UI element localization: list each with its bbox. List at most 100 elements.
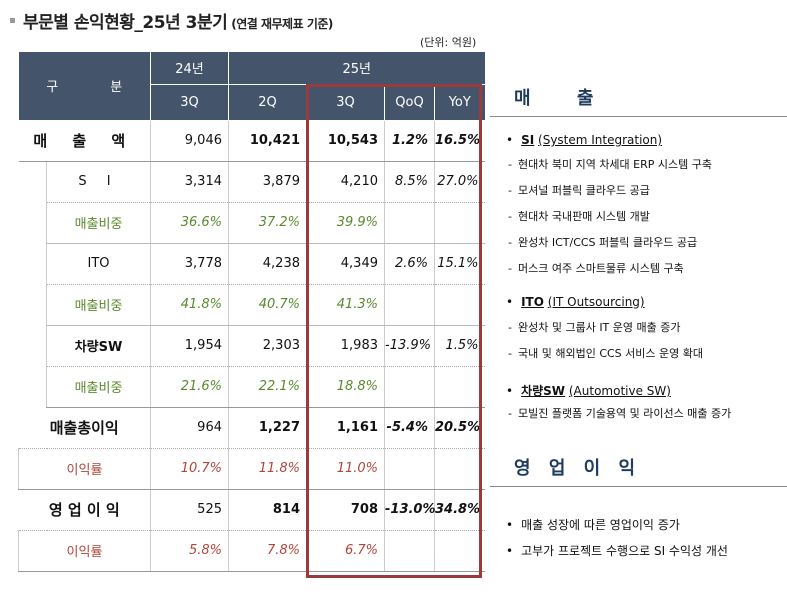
header-qoq: QoQ bbox=[384, 84, 435, 121]
op-heading: 영 업 이 익 bbox=[490, 454, 787, 487]
row-label: ITO bbox=[46, 243, 151, 285]
bullet-icon: • bbox=[506, 544, 514, 558]
cell-value: 4,349 bbox=[306, 243, 385, 285]
cell-empty bbox=[384, 366, 435, 408]
si-desc: (System Integration) bbox=[538, 133, 663, 147]
cell-value: 1,954 bbox=[150, 325, 229, 367]
header-category: 구 분 bbox=[18, 52, 151, 121]
list-item: - 머스크 여주 스마트물류 시스템 구축 bbox=[508, 262, 684, 275]
cell-empty bbox=[433, 366, 485, 408]
cell-value: 3,314 bbox=[150, 161, 229, 203]
bullet-icon: • bbox=[506, 518, 514, 532]
header-yoy: YoY bbox=[434, 84, 485, 121]
title-text: 부문별 손익현황_25년 3분기 bbox=[23, 13, 228, 33]
row-label: 매출비중 bbox=[46, 202, 151, 244]
header-year-prev: 24년 bbox=[150, 52, 229, 85]
cell-value: 708 bbox=[306, 489, 385, 531]
cell-value: 3,879 bbox=[228, 161, 307, 203]
ito-title: ITO bbox=[521, 295, 544, 309]
indent-spacer bbox=[19, 161, 47, 407]
cell-value: 36.6% bbox=[150, 202, 229, 244]
cell-value: 22.1% bbox=[228, 366, 307, 408]
cell-value: 4,210 bbox=[306, 161, 385, 203]
cell-empty bbox=[384, 530, 435, 572]
cell-empty bbox=[384, 284, 435, 326]
cell-value: 4,238 bbox=[228, 243, 307, 285]
row-label: 이익률 bbox=[18, 530, 151, 572]
financial-table: 구 분 24년 25년 3Q 2Q 3Q QoQ YoY 매 출 액 9,046… bbox=[18, 52, 485, 572]
page-title: 부문별 손익현황_25년 3분기 (연결 재무제표 기준) bbox=[10, 8, 333, 33]
cell-value: 814 bbox=[228, 489, 307, 531]
cell-value: 10,421 bbox=[228, 120, 307, 162]
cell-empty bbox=[384, 448, 435, 490]
cell-value: 5.8% bbox=[150, 530, 229, 572]
cell-value: 39.9% bbox=[306, 202, 385, 244]
ito-section: • ITO (IT Outsourcing) bbox=[490, 295, 645, 309]
cell-value: 18.8% bbox=[306, 366, 385, 408]
cell-yoy: 20.5% bbox=[433, 407, 485, 449]
row-label: 영 업 이 익 bbox=[18, 489, 151, 531]
row-label: 매출비중 bbox=[46, 366, 151, 408]
cell-value: 3,778 bbox=[150, 243, 229, 285]
cell-value: 41.8% bbox=[150, 284, 229, 326]
cell-qoq: -5.4% bbox=[384, 407, 435, 449]
cell-yoy: 34.8% bbox=[433, 489, 485, 531]
list-item: - 국내 및 해외법인 CCS 서비스 운영 확대 bbox=[508, 347, 703, 360]
cell-value: 2,303 bbox=[228, 325, 307, 367]
row-revenue: 매 출 액 9,046 10,421 10,543 1.2% 16.5% bbox=[18, 120, 485, 162]
list-item: • 고부가 프로젝트 수행으로 SI 수익성 개선 bbox=[506, 544, 728, 558]
cell-value: 40.7% bbox=[228, 284, 307, 326]
cell-value: 1,227 bbox=[228, 407, 307, 449]
bullet-icon: • bbox=[506, 384, 514, 398]
auto-desc: (Automotive SW) bbox=[568, 384, 671, 398]
row-auto-share: 매출비중 21.6% 22.1% 18.8% bbox=[19, 366, 485, 408]
list-item: - 완성차 및 그룹사 IT 운영 매출 증가 bbox=[508, 321, 681, 334]
header-q-prev: 3Q bbox=[150, 84, 229, 121]
cell-value: 11.8% bbox=[228, 448, 307, 490]
cell-value: 10,543 bbox=[306, 120, 385, 162]
cell-qoq: 2.6% bbox=[384, 243, 435, 285]
row-si-share: 매출비중 36.6% 37.2% 39.9% bbox=[19, 202, 485, 244]
title-subtitle: (연결 재무제표 기준) bbox=[231, 17, 333, 31]
cell-value: 964 bbox=[150, 407, 229, 449]
row-gross-margin: 이익률 10.7% 11.8% 11.0% bbox=[18, 448, 485, 490]
cell-value: 11.0% bbox=[306, 448, 385, 490]
si-section: • SI (System Integration) bbox=[490, 133, 662, 147]
list-item: - 현대차 국내판매 시스템 개발 bbox=[508, 210, 650, 223]
cell-yoy: 15.1% bbox=[433, 243, 485, 285]
unit-label: (단위: 억원) bbox=[420, 36, 477, 49]
cell-empty bbox=[384, 202, 435, 244]
row-label: 차량SW bbox=[46, 325, 151, 367]
bullet-icon: • bbox=[506, 133, 514, 147]
si-title: SI bbox=[521, 133, 535, 147]
cell-empty bbox=[433, 530, 485, 572]
cell-value: 1,983 bbox=[306, 325, 385, 367]
ito-desc: (IT Outsourcing) bbox=[547, 295, 645, 309]
cell-value: 9,046 bbox=[150, 120, 229, 162]
row-si: S I 3,314 3,879 4,210 8.5% 27.0% bbox=[19, 161, 485, 203]
cell-yoy: 16.5% bbox=[433, 120, 485, 162]
cell-value: 21.6% bbox=[150, 366, 229, 408]
cell-qoq: -13.9% bbox=[384, 325, 435, 367]
header-q2: 2Q bbox=[228, 84, 307, 121]
list-item: - 모빌진 플랫폼 기술용역 및 라이선스 매출 증가 bbox=[508, 407, 732, 420]
cell-value: 525 bbox=[150, 489, 229, 531]
cell-value: 7.8% bbox=[228, 530, 307, 572]
row-ito: ITO 3,778 4,238 4,349 2.6% 15.1% bbox=[19, 243, 485, 285]
cell-value: 41.3% bbox=[306, 284, 385, 326]
cell-qoq: 1.2% bbox=[384, 120, 435, 162]
sales-heading: 매 출 bbox=[490, 84, 787, 117]
auto-section: • 차량SW (Automotive SW) bbox=[490, 382, 671, 399]
header-year-cur: 25년 bbox=[228, 52, 485, 85]
list-item: - 모셔널 퍼블릭 클라우드 공급 bbox=[508, 184, 650, 197]
row-label: 매출총이익 bbox=[18, 407, 151, 449]
cell-empty bbox=[433, 284, 485, 326]
cell-value: 10.7% bbox=[150, 448, 229, 490]
cell-empty bbox=[433, 448, 485, 490]
row-operating-margin: 이익률 5.8% 7.8% 6.7% bbox=[18, 530, 485, 572]
auto-title: 차량SW bbox=[521, 384, 566, 398]
cell-value: 6.7% bbox=[306, 530, 385, 572]
row-label: 이익률 bbox=[18, 448, 151, 490]
bullet-icon: • bbox=[506, 295, 514, 309]
list-item: - 현대차 북미 지역 차세대 ERP 시스템 구축 bbox=[508, 158, 712, 171]
